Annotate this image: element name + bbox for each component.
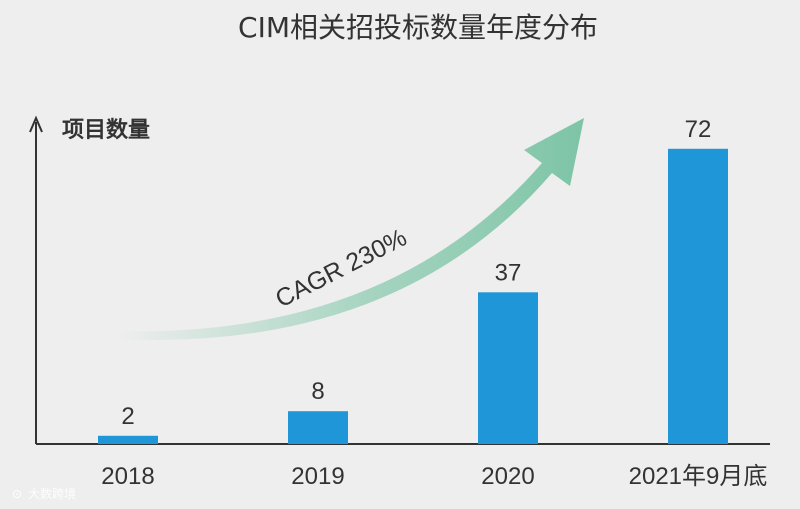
x-tick-label: 2021年9月底 bbox=[629, 463, 768, 490]
cagr-arrow bbox=[118, 118, 584, 340]
x-tick-label: 2018 bbox=[101, 463, 154, 490]
y-axis-label: 项目数量 bbox=[62, 117, 150, 143]
bar-2019 bbox=[288, 411, 348, 444]
watermark-text: 大数跨境 bbox=[28, 486, 76, 501]
bar-value-label: 2 bbox=[121, 403, 134, 430]
x-tick-label: 2020 bbox=[481, 463, 534, 490]
chart-title: CIM相关招投标数量年度分布 bbox=[238, 11, 598, 44]
bars: 2 2018 8 2019 37 2020 72 2021年9月底 bbox=[98, 116, 767, 490]
x-tick-label: 2019 bbox=[291, 463, 344, 490]
watermark: ⊙ 大数跨境 bbox=[12, 486, 76, 501]
bar-2018 bbox=[98, 435, 158, 444]
bar-value-label: 37 bbox=[495, 259, 522, 286]
bar-value-label: 8 bbox=[311, 378, 324, 405]
bar-2020 bbox=[478, 292, 538, 444]
bar-value-label: 72 bbox=[685, 116, 712, 143]
bar-2021年9月底 bbox=[668, 148, 728, 445]
y-axis-arrow bbox=[29, 115, 43, 133]
watermark-logo-icon: ⊙ bbox=[12, 487, 22, 501]
